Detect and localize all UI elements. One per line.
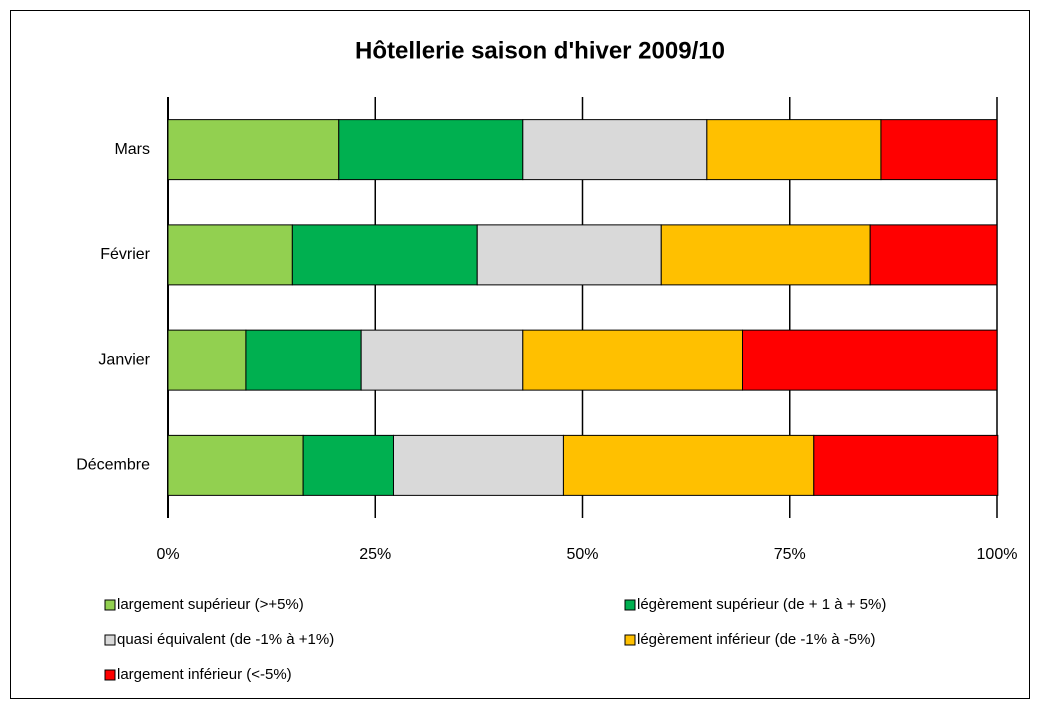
bar-segment xyxy=(880,119,998,181)
legend-swatch xyxy=(624,634,636,646)
bar-segment xyxy=(302,434,394,496)
bar-segment xyxy=(392,434,564,496)
x-tick-label: 25% xyxy=(359,546,391,563)
bar-segment xyxy=(291,224,478,286)
x-tick-label: 0% xyxy=(156,546,179,563)
bar-segment xyxy=(813,434,999,496)
y-tick-label: Mars xyxy=(114,141,150,158)
bar-segment xyxy=(522,119,708,181)
bar-segment xyxy=(706,119,882,181)
legend-swatch xyxy=(104,634,116,646)
bar-segment xyxy=(167,434,304,496)
legend-label: quasi équivalent (de -1% à +1%) xyxy=(117,631,334,648)
legend-label: largement inférieur (<-5%) xyxy=(117,666,292,683)
bar-segment xyxy=(167,224,293,286)
chart-title: Hôtellerie saison d'hiver 2009/10 xyxy=(355,37,725,64)
bar-segment xyxy=(741,329,998,391)
y-tick-label: Décembre xyxy=(76,457,150,474)
x-tick-label: 75% xyxy=(774,546,806,563)
legend-label: légèrement inférieur (de -1% à -5%) xyxy=(637,631,875,648)
bar-segment xyxy=(245,329,362,391)
bar-segment xyxy=(869,224,998,286)
bar-segment xyxy=(360,329,524,391)
legend-swatch xyxy=(104,669,116,681)
bar-segment xyxy=(167,119,340,181)
bar-segment xyxy=(660,224,871,286)
legend-label: largement supérieur (>+5%) xyxy=(117,596,304,613)
y-tick-label: Janvier xyxy=(98,351,150,368)
x-tick-label: 50% xyxy=(566,546,598,563)
bar-segment xyxy=(522,329,743,391)
legend-label: légèrement supérieur (de + 1 à + 5%) xyxy=(637,596,886,613)
bar-segment xyxy=(167,329,247,391)
legend-swatch xyxy=(624,599,636,611)
bar-segment xyxy=(476,224,662,286)
x-tick-label: 100% xyxy=(977,546,1018,563)
legend-swatch xyxy=(104,599,116,611)
bar-segment xyxy=(562,434,815,496)
y-tick-label: Février xyxy=(100,246,150,263)
bar-segment xyxy=(338,119,524,181)
